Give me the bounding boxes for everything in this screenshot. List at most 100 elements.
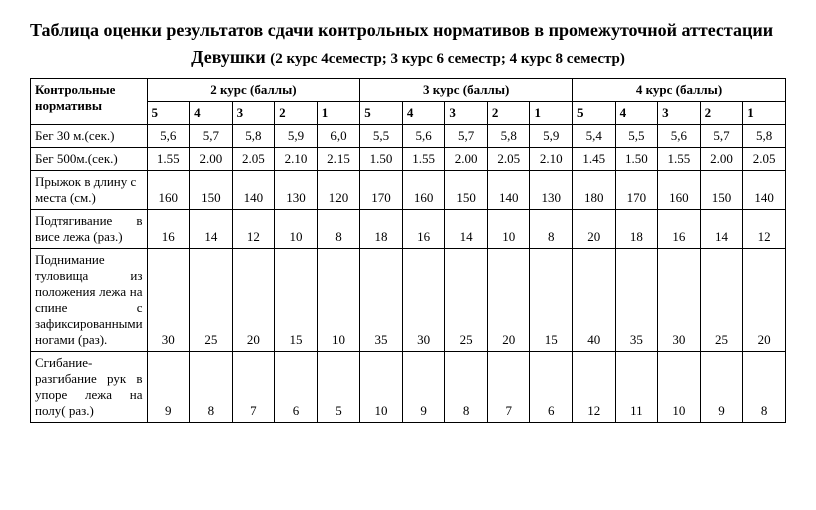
header-score: 3 [445, 102, 488, 125]
cell-value: 16 [658, 210, 701, 249]
cell-value: 170 [360, 171, 403, 210]
cell-value: 30 [658, 249, 701, 352]
cell-value: 2.15 [317, 148, 360, 171]
header-score: 1 [530, 102, 573, 125]
header-course-2: 2 курс (баллы) [147, 79, 360, 102]
cell-value: 1.45 [573, 148, 616, 171]
cell-value: 40 [573, 249, 616, 352]
cell-value: 1.55 [147, 148, 190, 171]
cell-value: 10 [360, 352, 403, 423]
cell-value: 6,0 [317, 125, 360, 148]
cell-value: 6 [275, 352, 318, 423]
cell-value: 170 [615, 171, 658, 210]
cell-value: 20 [487, 249, 530, 352]
cell-value: 10 [658, 352, 701, 423]
row-label: Подтягивание в висе лежа (раз.) [31, 210, 148, 249]
cell-value: 20 [232, 249, 275, 352]
cell-value: 5,6 [147, 125, 190, 148]
cell-value: 2.10 [530, 148, 573, 171]
cell-value: 30 [402, 249, 445, 352]
cell-value: 15 [530, 249, 573, 352]
cell-value: 12 [232, 210, 275, 249]
cell-value: 130 [275, 171, 318, 210]
cell-value: 150 [445, 171, 488, 210]
cell-value: 9 [700, 352, 743, 423]
cell-value: 30 [147, 249, 190, 352]
cell-value: 5,5 [360, 125, 403, 148]
cell-value: 14 [445, 210, 488, 249]
header-course-4: 4 курс (баллы) [573, 79, 786, 102]
cell-value: 14 [700, 210, 743, 249]
cell-value: 1.50 [360, 148, 403, 171]
cell-value: 140 [743, 171, 786, 210]
cell-value: 5,7 [190, 125, 233, 148]
cell-value: 160 [147, 171, 190, 210]
cell-value: 7 [232, 352, 275, 423]
cell-value: 120 [317, 171, 360, 210]
cell-value: 2.10 [275, 148, 318, 171]
cell-value: 8 [743, 352, 786, 423]
header-score: 4 [190, 102, 233, 125]
cell-value: 5 [317, 352, 360, 423]
cell-value: 5,6 [658, 125, 701, 148]
cell-value: 16 [402, 210, 445, 249]
table-row: Бег 500м.(сек.)1.552.002.052.102.151.501… [31, 148, 786, 171]
cell-value: 14 [190, 210, 233, 249]
cell-value: 10 [487, 210, 530, 249]
cell-value: 25 [700, 249, 743, 352]
cell-value: 5,6 [402, 125, 445, 148]
cell-value: 10 [317, 249, 360, 352]
subtitle-detail: (2 курс 4семестр; 3 курс 6 семестр; 4 ку… [270, 51, 625, 67]
header-score: 4 [615, 102, 658, 125]
header-score: 4 [402, 102, 445, 125]
cell-value: 9 [402, 352, 445, 423]
cell-value: 5,8 [743, 125, 786, 148]
table-row: Прыжок в длину с места (см.)160150140130… [31, 171, 786, 210]
cell-value: 12 [573, 352, 616, 423]
cell-value: 7 [487, 352, 530, 423]
cell-value: 12 [743, 210, 786, 249]
cell-value: 180 [573, 171, 616, 210]
table-row: Бег 30 м.(сек.)5,65,75,85,96,05,55,65,75… [31, 125, 786, 148]
cell-value: 2.00 [700, 148, 743, 171]
cell-value: 1.55 [658, 148, 701, 171]
header-score: 1 [317, 102, 360, 125]
cell-value: 140 [232, 171, 275, 210]
cell-value: 25 [445, 249, 488, 352]
cell-value: 5,8 [232, 125, 275, 148]
table-header-row-1: Контрольные нормативы 2 курс (баллы) 3 к… [31, 79, 786, 102]
cell-value: 5,5 [615, 125, 658, 148]
header-course-3: 3 курс (баллы) [360, 79, 573, 102]
row-label: Прыжок в длину с места (см.) [31, 171, 148, 210]
table-row: Сгибание-разгибание рук в упоре лежа на … [31, 352, 786, 423]
cell-value: 15 [275, 249, 318, 352]
scores-table: Контрольные нормативы 2 курс (баллы) 3 к… [30, 78, 786, 423]
cell-value: 130 [530, 171, 573, 210]
cell-value: 5,9 [275, 125, 318, 148]
cell-value: 10 [275, 210, 318, 249]
cell-value: 8 [317, 210, 360, 249]
header-score: 2 [700, 102, 743, 125]
table-row: Поднимание туловища из положения лежа на… [31, 249, 786, 352]
cell-value: 2.05 [487, 148, 530, 171]
header-score: 5 [573, 102, 616, 125]
cell-value: 5,7 [700, 125, 743, 148]
header-score: 1 [743, 102, 786, 125]
header-score: 2 [487, 102, 530, 125]
header-score: 3 [658, 102, 701, 125]
cell-value: 160 [402, 171, 445, 210]
page-title: Таблица оценки результатов сдачи контрол… [30, 20, 786, 41]
cell-value: 5,7 [445, 125, 488, 148]
cell-value: 9 [147, 352, 190, 423]
cell-value: 1.50 [615, 148, 658, 171]
cell-value: 25 [190, 249, 233, 352]
cell-value: 150 [700, 171, 743, 210]
header-score: 5 [147, 102, 190, 125]
header-score: 5 [360, 102, 403, 125]
cell-value: 2.05 [232, 148, 275, 171]
cell-value: 5,4 [573, 125, 616, 148]
cell-value: 160 [658, 171, 701, 210]
table-row: Подтягивание в висе лежа (раз.)161412108… [31, 210, 786, 249]
cell-value: 2.05 [743, 148, 786, 171]
row-label: Поднимание туловища из положения лежа на… [31, 249, 148, 352]
